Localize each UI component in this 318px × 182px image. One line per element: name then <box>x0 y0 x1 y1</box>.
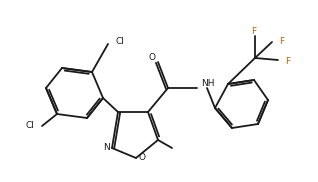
Text: Cl: Cl <box>116 37 125 46</box>
Text: F: F <box>279 37 284 46</box>
Text: Cl: Cl <box>25 122 34 130</box>
Text: F: F <box>252 27 257 35</box>
Text: NH: NH <box>201 80 215 88</box>
Text: F: F <box>285 58 290 66</box>
Text: N: N <box>103 143 109 151</box>
Text: O: O <box>139 153 146 163</box>
Text: O: O <box>149 54 156 62</box>
